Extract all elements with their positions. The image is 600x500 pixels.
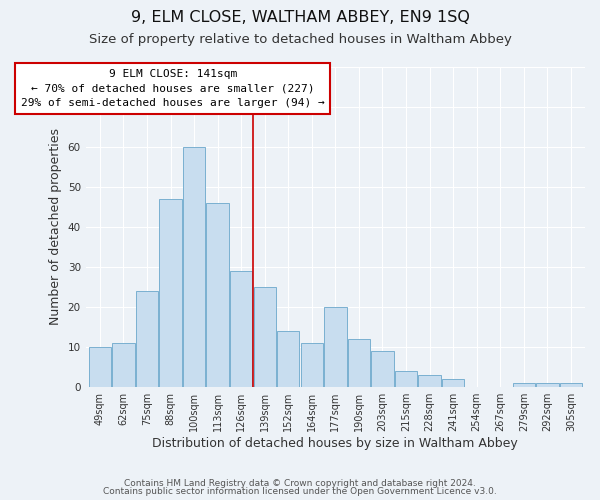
Text: 9 ELM CLOSE: 141sqm
← 70% of detached houses are smaller (227)
29% of semi-detac: 9 ELM CLOSE: 141sqm ← 70% of detached ho… xyxy=(21,68,325,108)
Text: Size of property relative to detached houses in Waltham Abbey: Size of property relative to detached ho… xyxy=(89,32,511,46)
Bar xyxy=(395,371,417,387)
Bar xyxy=(442,379,464,387)
Bar xyxy=(254,287,276,387)
Bar xyxy=(371,351,394,387)
Text: 9, ELM CLOSE, WALTHAM ABBEY, EN9 1SQ: 9, ELM CLOSE, WALTHAM ABBEY, EN9 1SQ xyxy=(131,10,469,25)
Text: Contains public sector information licensed under the Open Government Licence v3: Contains public sector information licen… xyxy=(103,488,497,496)
Bar xyxy=(560,383,582,387)
Bar xyxy=(536,383,559,387)
Text: Contains HM Land Registry data © Crown copyright and database right 2024.: Contains HM Land Registry data © Crown c… xyxy=(124,478,476,488)
Bar xyxy=(348,339,370,387)
Bar xyxy=(512,383,535,387)
Bar xyxy=(136,291,158,387)
X-axis label: Distribution of detached houses by size in Waltham Abbey: Distribution of detached houses by size … xyxy=(152,437,518,450)
Bar xyxy=(206,203,229,387)
Bar xyxy=(418,375,441,387)
Bar xyxy=(112,343,134,387)
Bar xyxy=(230,271,253,387)
Bar xyxy=(89,347,111,387)
Bar xyxy=(160,199,182,387)
Bar xyxy=(183,146,205,387)
Bar xyxy=(324,307,347,387)
Y-axis label: Number of detached properties: Number of detached properties xyxy=(49,128,62,326)
Bar xyxy=(301,343,323,387)
Bar xyxy=(277,331,299,387)
